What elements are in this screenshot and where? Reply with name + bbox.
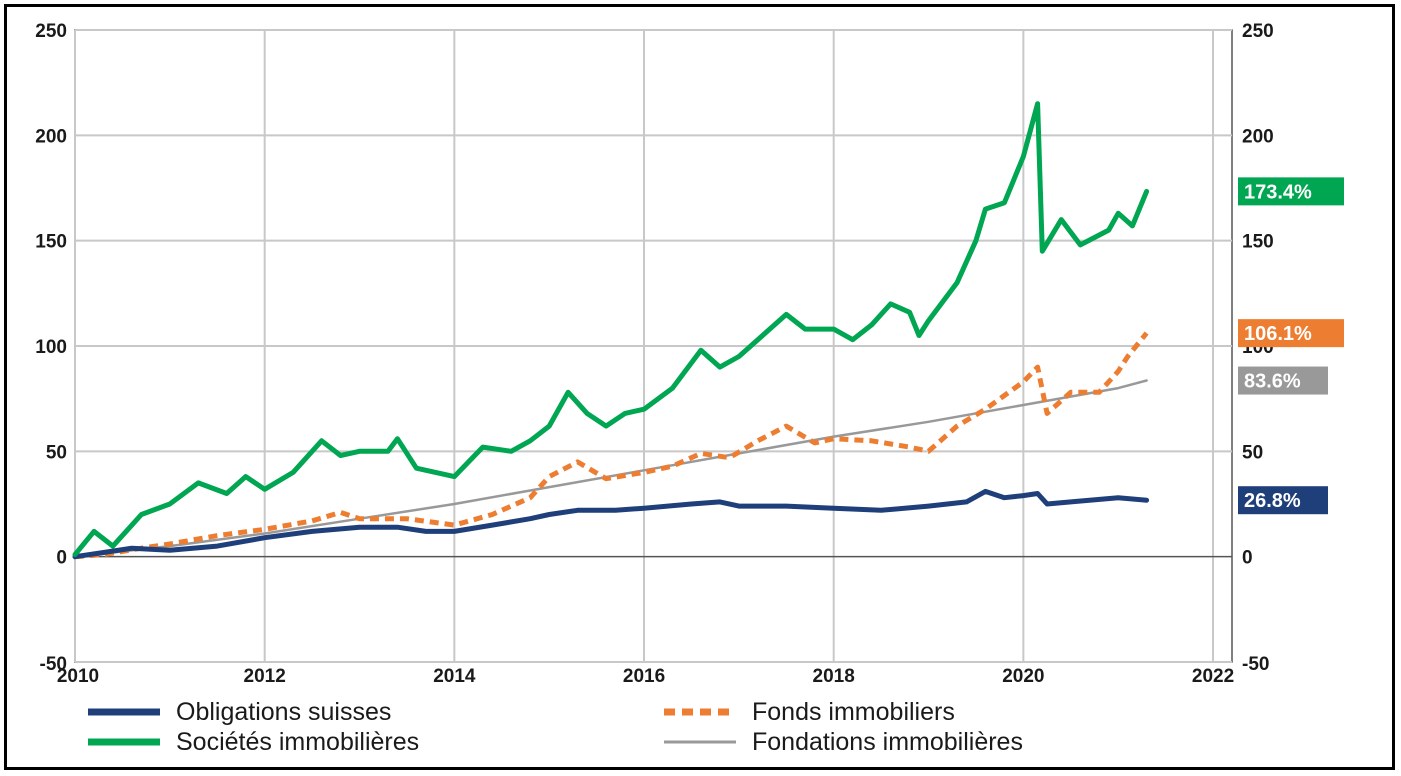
badge-value: 26.8% bbox=[1244, 490, 1301, 512]
series-layer bbox=[72, 101, 1150, 560]
y-tick-label-right: 200 bbox=[1242, 126, 1274, 147]
badge-background bbox=[1238, 486, 1328, 515]
series-line-soci-t-s-immobili-res bbox=[72, 101, 1150, 558]
series-line-fonds-immobiliers bbox=[74, 331, 1149, 560]
badge-background bbox=[1238, 319, 1344, 348]
badge-value: 106.1% bbox=[1244, 323, 1312, 345]
y-tick-label-left: 50 bbox=[46, 442, 67, 463]
grid bbox=[74, 29, 1233, 663]
x-tick-label: 2016 bbox=[623, 666, 665, 687]
y-tick-label-left: 200 bbox=[35, 126, 67, 147]
y-tick-label-right: -50 bbox=[1242, 654, 1269, 675]
y-tick-label-right: 0 bbox=[1242, 548, 1253, 569]
end-value-badge: 26.8% bbox=[1238, 486, 1328, 515]
series-line-obligations-suisses bbox=[72, 488, 1150, 560]
y-tick-label-left: 150 bbox=[35, 232, 67, 253]
legend-label: Fondations immobilières bbox=[752, 728, 1023, 756]
y-tick-label-left: 100 bbox=[35, 337, 67, 358]
end-value-badge: 106.1% bbox=[1238, 319, 1344, 348]
legend-label: Obligations suisses bbox=[176, 698, 391, 726]
x-tick-label: 2010 bbox=[57, 666, 99, 687]
legend-label: Fonds immobiliers bbox=[752, 698, 955, 726]
axes: 2010 2012 2014 2016 2018 2020 2022 -50 -50 0 0 50 50… bbox=[35, 21, 1273, 687]
badge-value: 83.6% bbox=[1244, 371, 1301, 393]
y-tick-label-right: 50 bbox=[1242, 442, 1263, 463]
x-tick-label: 2022 bbox=[1192, 666, 1234, 687]
badge-background bbox=[1238, 366, 1328, 395]
end-labels: 26.8% 106.1% 173.4% 83.6% bbox=[1238, 177, 1344, 515]
legend: Obligations suisses Fonds immobiliers Soci… bbox=[88, 698, 1023, 756]
badge-value: 173.4% bbox=[1244, 181, 1312, 203]
legend-item: Obligations suisses bbox=[88, 698, 391, 726]
x-tick-label: 2014 bbox=[433, 666, 476, 687]
y-tick-label-right: 250 bbox=[1242, 21, 1274, 42]
legend-item: Fonds immobiliers bbox=[664, 698, 955, 726]
y-tick-label-left: -50 bbox=[40, 654, 67, 675]
legend-item: Fondations immobilières bbox=[664, 728, 1023, 756]
y-tick-label-right: 150 bbox=[1242, 232, 1274, 253]
x-tick-label: 2020 bbox=[1002, 666, 1044, 687]
legend-label: Sociétés immobilières bbox=[176, 728, 419, 756]
end-value-badge: 83.6% bbox=[1238, 366, 1328, 395]
y-tick-label-left: 0 bbox=[56, 548, 67, 569]
end-value-badge: 173.4% bbox=[1238, 177, 1344, 206]
badge-background bbox=[1238, 177, 1344, 206]
series-line-fondations-immobili-res bbox=[73, 379, 1148, 558]
chart-frame bbox=[4, 4, 1395, 770]
y-tick-label-left: 250 bbox=[35, 21, 67, 42]
x-tick-label: 2012 bbox=[244, 666, 286, 687]
x-tick-label: 2018 bbox=[813, 666, 855, 687]
legend-item: Sociétés immobilières bbox=[88, 728, 419, 756]
